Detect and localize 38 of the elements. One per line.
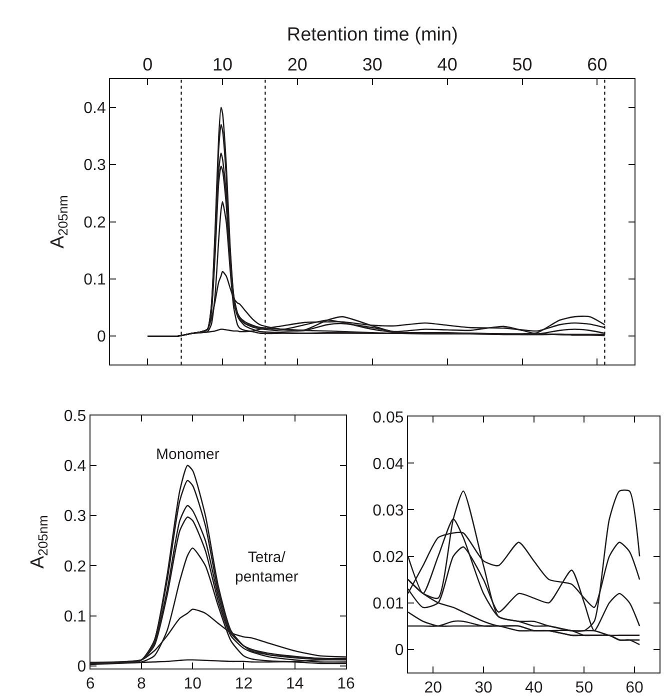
x-tick-label: 30 (362, 54, 382, 75)
x-tick-label: 20 (424, 680, 442, 697)
x-tick-label: 20 (287, 54, 308, 75)
x-tick-label: 16 (337, 676, 356, 693)
x-tick-label: 50 (575, 680, 594, 697)
y-tick-label: 0.04 (372, 456, 404, 473)
x-tick-label: 14 (286, 676, 304, 693)
x-tick-label: 10 (184, 676, 202, 693)
y-tick-label: 0.05 (372, 409, 404, 426)
y-tick-label: 0 (394, 642, 404, 659)
y-tick-label: 0.03 (372, 502, 404, 520)
y-tick-label: 0.4 (64, 458, 86, 476)
y-tick-label: 0.01 (372, 595, 404, 612)
y-tick-label: 0.1 (84, 272, 106, 289)
y-tick-label: 0.02 (372, 548, 404, 566)
y-tick-label: 0.4 (84, 100, 106, 118)
y-tick-label: 0 (96, 328, 106, 346)
x-tick-label: 10 (212, 54, 233, 75)
y-tick-label: 0 (77, 658, 86, 676)
x-tick-label: 12 (234, 676, 253, 693)
annotation: Tetra/ pentamer (235, 549, 298, 586)
x-tick-label: 60 (626, 680, 644, 697)
y-tick-label: 0.3 (84, 157, 106, 174)
y-tick-label: 0.1 (64, 608, 86, 626)
y-tick-label: 0.2 (84, 214, 106, 232)
x-tick-label: 40 (437, 54, 458, 75)
y-tick-label: 0.3 (64, 508, 86, 526)
y-tick-label: 0.5 (64, 408, 86, 425)
x-tick-label: 40 (524, 680, 543, 697)
annotation: Monomer (156, 446, 220, 463)
x-tick-label: 6 (86, 676, 95, 693)
x-tick-label: 50 (512, 54, 532, 75)
x-tick-label: 0 (142, 54, 153, 75)
x-tick-label: 60 (587, 54, 608, 75)
x-axis-title: Retention time (min) (286, 24, 458, 46)
x-tick-label: 8 (137, 676, 146, 693)
x-tick-label: 30 (474, 680, 492, 697)
y-tick-label: 0.2 (64, 558, 86, 576)
